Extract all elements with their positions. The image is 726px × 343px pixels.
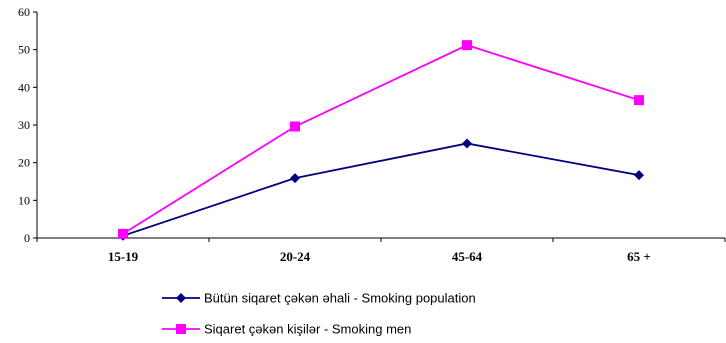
y-tick-label: 50 [18,43,30,57]
x-tick-label: 45-64 [452,249,483,264]
y-tick-label: 40 [18,80,30,94]
y-tick-label: 60 [18,5,30,19]
x-tick-label: 20-24 [280,249,311,264]
data-point [462,40,472,51]
y-tick-label: 10 [18,193,30,207]
legend-label: Siqaret çəkən kişilər - Smoking men [204,322,411,337]
data-point [118,228,128,239]
series-2 [118,40,644,239]
series-line [122,142,640,237]
data-point [634,95,644,106]
legend-label: Bütün siqaret çəkən əhali - Smoking popu… [204,291,476,306]
data-point [634,170,644,181]
data-point [290,121,300,132]
legend-marker [176,293,186,303]
y-tick-label: 0 [24,231,30,245]
y-tick-label: 20 [18,156,30,170]
series-layer [118,40,644,241]
legend-marker [176,324,186,334]
legend-item: Siqaret çəkən kişilər - Smoking men [162,322,411,337]
y-tick-label: 30 [18,118,30,132]
x-tick-label: 15-19 [108,249,139,264]
legend: Bütün siqaret çəkən əhali - Smoking popu… [162,291,476,337]
legend-item: Bütün siqaret çəkən əhali - Smoking popu… [162,291,476,306]
y-axis: 0 10 20 30 40 50 60 [18,5,38,245]
data-point [290,173,300,184]
series-line [122,44,640,235]
x-axis: 15-19 20-24 45-64 65 + [36,237,726,264]
data-point [462,138,472,149]
x-tick-label: 65 + [627,249,651,264]
series-1 [118,138,644,241]
